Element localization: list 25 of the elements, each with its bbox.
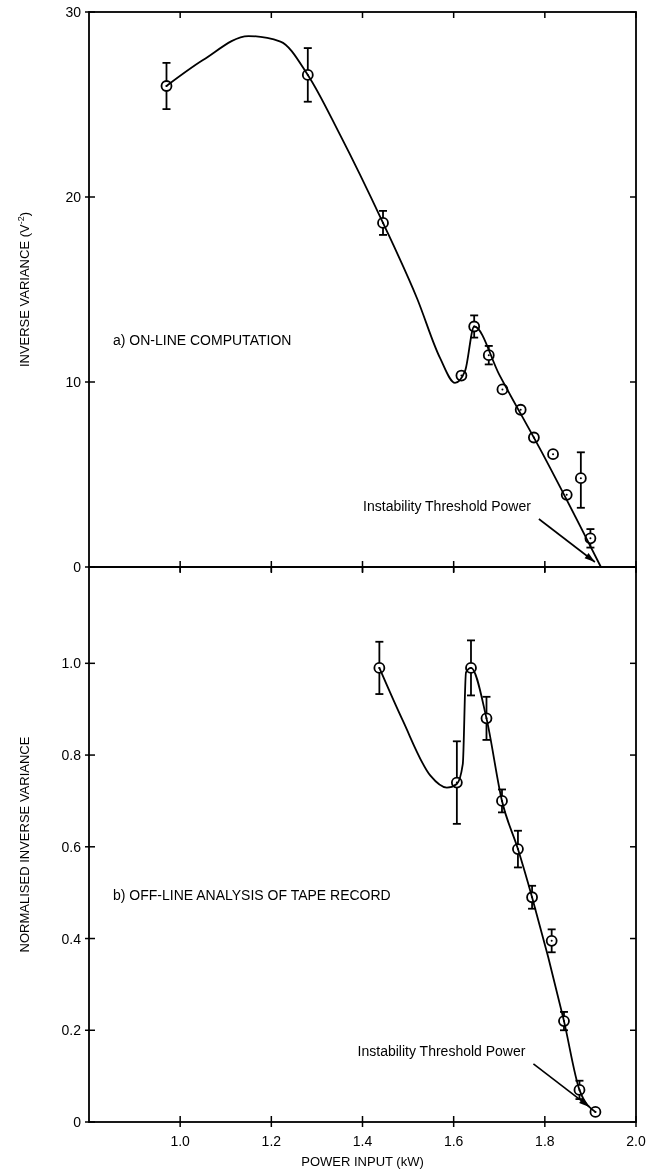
x-tick-label: 1.6 <box>443 1133 464 1149</box>
y-axis-title: NORMALISED INVERSE VARIANCE <box>17 736 32 953</box>
y-tick-label: 0 <box>73 1114 82 1130</box>
y-tick-label: 0.2 <box>61 1022 82 1039</box>
y-tick-label: 30 <box>65 4 82 20</box>
point <box>545 934 558 947</box>
text: a) ON-LINE COMPUTATION <box>113 332 292 348</box>
annotation: Instability Threshold Power <box>357 1042 526 1059</box>
x-axis-title: POWER INPUT (kW) <box>301 1154 424 1169</box>
x-tick-label: 1.0 <box>170 1133 191 1149</box>
x-tick-label: 1.2 <box>261 1133 282 1149</box>
x-tick-label: 1.8 <box>535 1133 555 1149</box>
y-tick-label: 0.4 <box>61 930 82 947</box>
x-tick-label: 1.4 <box>352 1133 373 1149</box>
point <box>547 448 559 461</box>
y-tick-label: 0.6 <box>61 838 82 855</box>
y-tick-label: 0 <box>73 559 82 575</box>
annotation: Instability Threshold Power <box>363 498 532 514</box>
point <box>574 472 587 485</box>
y-tick-label: 10 <box>65 374 82 390</box>
y-tick-label: 1.0 <box>61 655 82 672</box>
y-tick-label: 0.8 <box>61 747 82 764</box>
y-tick-label: 20 <box>65 189 82 205</box>
x-tick-label: 2.0 <box>626 1133 646 1149</box>
text: b) OFF-LINE ANALYSIS OF TAPE RECORD <box>113 887 391 903</box>
